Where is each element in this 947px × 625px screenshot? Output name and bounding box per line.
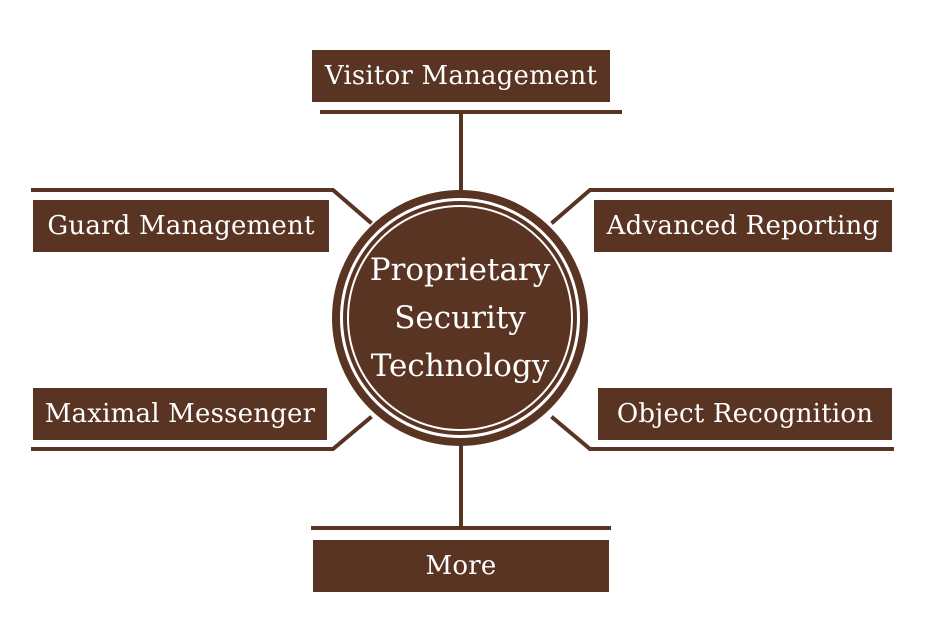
node-maximal-messenger: Maximal Messenger	[33, 388, 327, 440]
center-label-line-3: Technology	[370, 348, 550, 384]
connector-lower-right	[550, 415, 894, 451]
connector-lower-left	[31, 415, 373, 451]
connector-upper-left	[31, 188, 373, 225]
node-advanced-reporting: Advanced Reporting	[594, 200, 892, 252]
node-more: More	[313, 540, 609, 592]
center-hub-outer-ring	[340, 198, 580, 438]
center-hub-inner-ring	[347, 205, 573, 431]
center-label-line-1: Proprietary	[369, 252, 551, 288]
connector-upper-right	[550, 188, 894, 225]
node-object-recognition: Object Recognition	[598, 388, 892, 440]
center-label-line-2: Security	[394, 300, 526, 336]
node-visitor-management: Visitor Management	[312, 50, 610, 102]
center-hub-label: Proprietary Security Technology	[332, 190, 588, 446]
node-guard-management: Guard Management	[33, 200, 329, 252]
center-hub: Proprietary Security Technology	[332, 190, 588, 446]
